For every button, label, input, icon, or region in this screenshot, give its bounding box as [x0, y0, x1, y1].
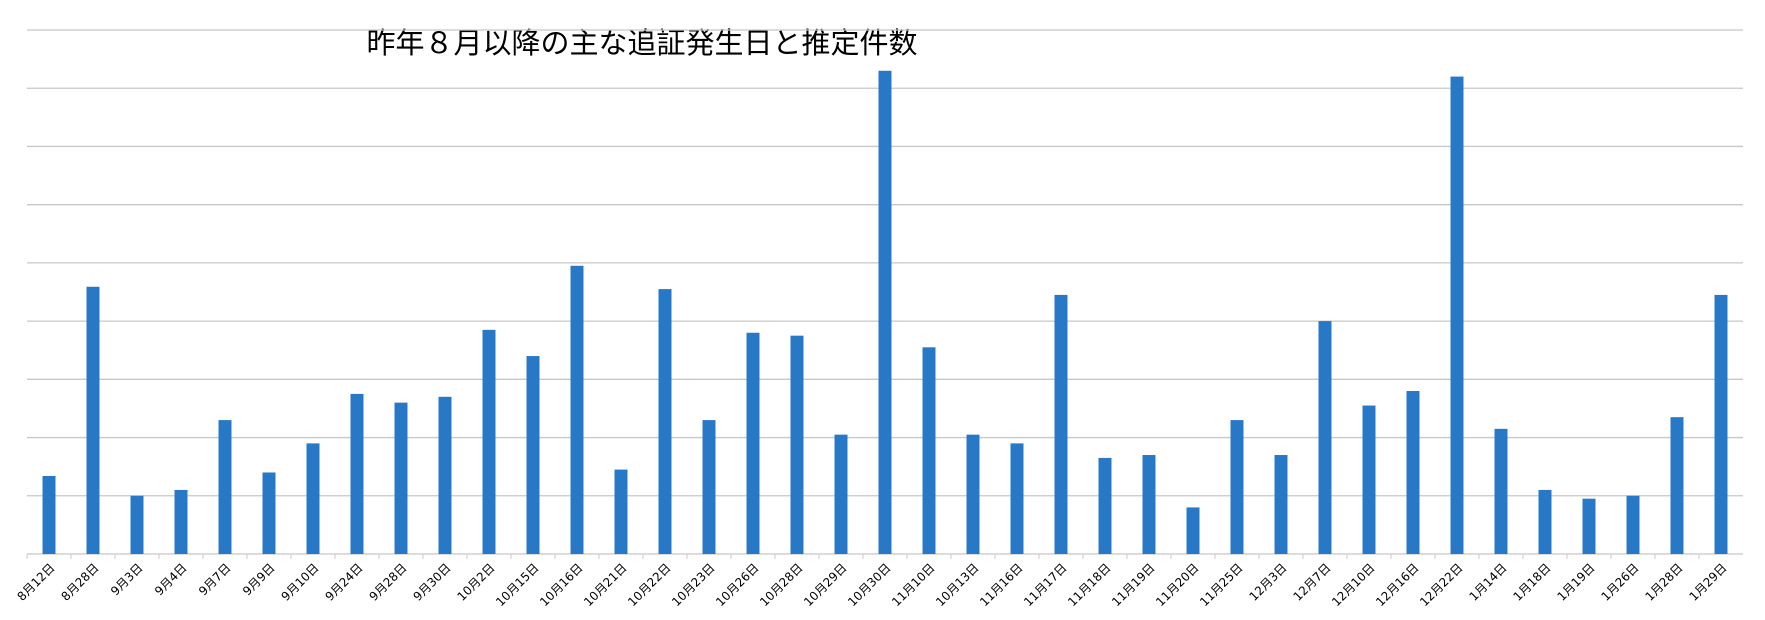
bar: [614, 469, 628, 554]
bar: [130, 495, 144, 554]
x-tick-label: 11月20日: [1153, 561, 1201, 609]
bar: [790, 335, 804, 554]
x-tick-label: 12月10日: [1329, 561, 1377, 609]
x-tick-label: 9月3日: [108, 561, 146, 599]
x-tick-label: 8月12日: [15, 561, 58, 604]
x-tick-label: 11月19日: [1109, 561, 1157, 609]
bar: [350, 393, 364, 554]
x-tick-label: 1月18日: [1511, 561, 1554, 604]
bar: [1274, 455, 1288, 554]
x-tick-label: 10月16日: [537, 561, 585, 609]
bar: [570, 265, 584, 554]
x-tick-label: 12月16日: [1373, 561, 1421, 609]
bar: [1010, 443, 1024, 554]
x-tick-label: 12月22日: [1417, 561, 1465, 609]
bar: [1494, 428, 1508, 554]
bar: [1362, 405, 1376, 554]
x-tick-label: 12月7日: [1291, 561, 1334, 604]
bar: [1186, 507, 1200, 554]
x-tick-label: 10月23日: [669, 561, 717, 609]
bar: [746, 332, 760, 554]
bar: [86, 286, 100, 554]
bar: [658, 289, 672, 554]
x-tick-label: 9月7日: [196, 561, 234, 599]
x-tick-label: 10月29日: [801, 561, 849, 609]
bar: [702, 420, 716, 554]
bar: [1406, 390, 1420, 554]
x-tick-label: 11月16日: [977, 561, 1025, 609]
x-tick-label: 1月29日: [1687, 561, 1730, 604]
bar: [394, 402, 408, 554]
bar: [262, 472, 276, 554]
x-tick-label: 12月3日: [1247, 561, 1290, 604]
x-tick-label: 9月10日: [279, 561, 322, 604]
x-tick-label: 10月2日: [455, 561, 498, 604]
bar: [526, 356, 540, 554]
bar: [1230, 420, 1244, 554]
bar: [438, 396, 452, 554]
bar: [42, 475, 56, 554]
bar: [1538, 489, 1552, 554]
x-tick-label: 9月30日: [411, 561, 454, 604]
x-tick-label: 1月28日: [1643, 561, 1686, 604]
x-tick-label: 1月14日: [1467, 561, 1510, 604]
x-tick-label: 10月15日: [493, 561, 541, 609]
bar: [1142, 455, 1156, 554]
bar: [306, 443, 320, 554]
bar: [966, 434, 980, 554]
chart-title: 昨年８月以降の主な追証発生日と推定件数: [366, 26, 917, 60]
x-tick-label: 10月13日: [933, 561, 981, 609]
x-tick-label: 1月26日: [1599, 561, 1642, 604]
bar: [1450, 76, 1464, 555]
x-tick-label: 8月28日: [59, 561, 102, 604]
bar: [1054, 294, 1068, 554]
x-tick-label: 11月25日: [1197, 561, 1245, 609]
x-tick-label: 10月26日: [713, 561, 761, 609]
x-tick-label: 10月21日: [581, 561, 629, 609]
bar: [482, 329, 496, 554]
bar: [1582, 498, 1596, 554]
x-tick-label: 9月24日: [323, 561, 366, 604]
x-tick-label: 9月28日: [367, 561, 410, 604]
bar: [174, 489, 188, 554]
x-tick-label: 10月28日: [757, 561, 805, 609]
bar: [922, 347, 936, 554]
x-tick-label: 11月18日: [1065, 561, 1113, 609]
x-tick-label: 11月10日: [889, 561, 937, 609]
bar: [1098, 457, 1112, 554]
x-tick-label: 10月22日: [625, 561, 673, 609]
bar: [878, 70, 892, 554]
x-tick-label: 1月19日: [1555, 561, 1598, 604]
bar: [1714, 294, 1728, 554]
x-tick-label: 9月4日: [152, 561, 190, 599]
x-tick-label: 9月9日: [240, 561, 278, 599]
bar: [834, 434, 848, 554]
bar: [1626, 495, 1640, 554]
bar: [1670, 417, 1684, 554]
x-tick-label: 11月17日: [1021, 561, 1069, 609]
x-tick-label: 10月30日: [845, 561, 893, 609]
bar: [1318, 321, 1332, 554]
bar: [218, 420, 232, 554]
